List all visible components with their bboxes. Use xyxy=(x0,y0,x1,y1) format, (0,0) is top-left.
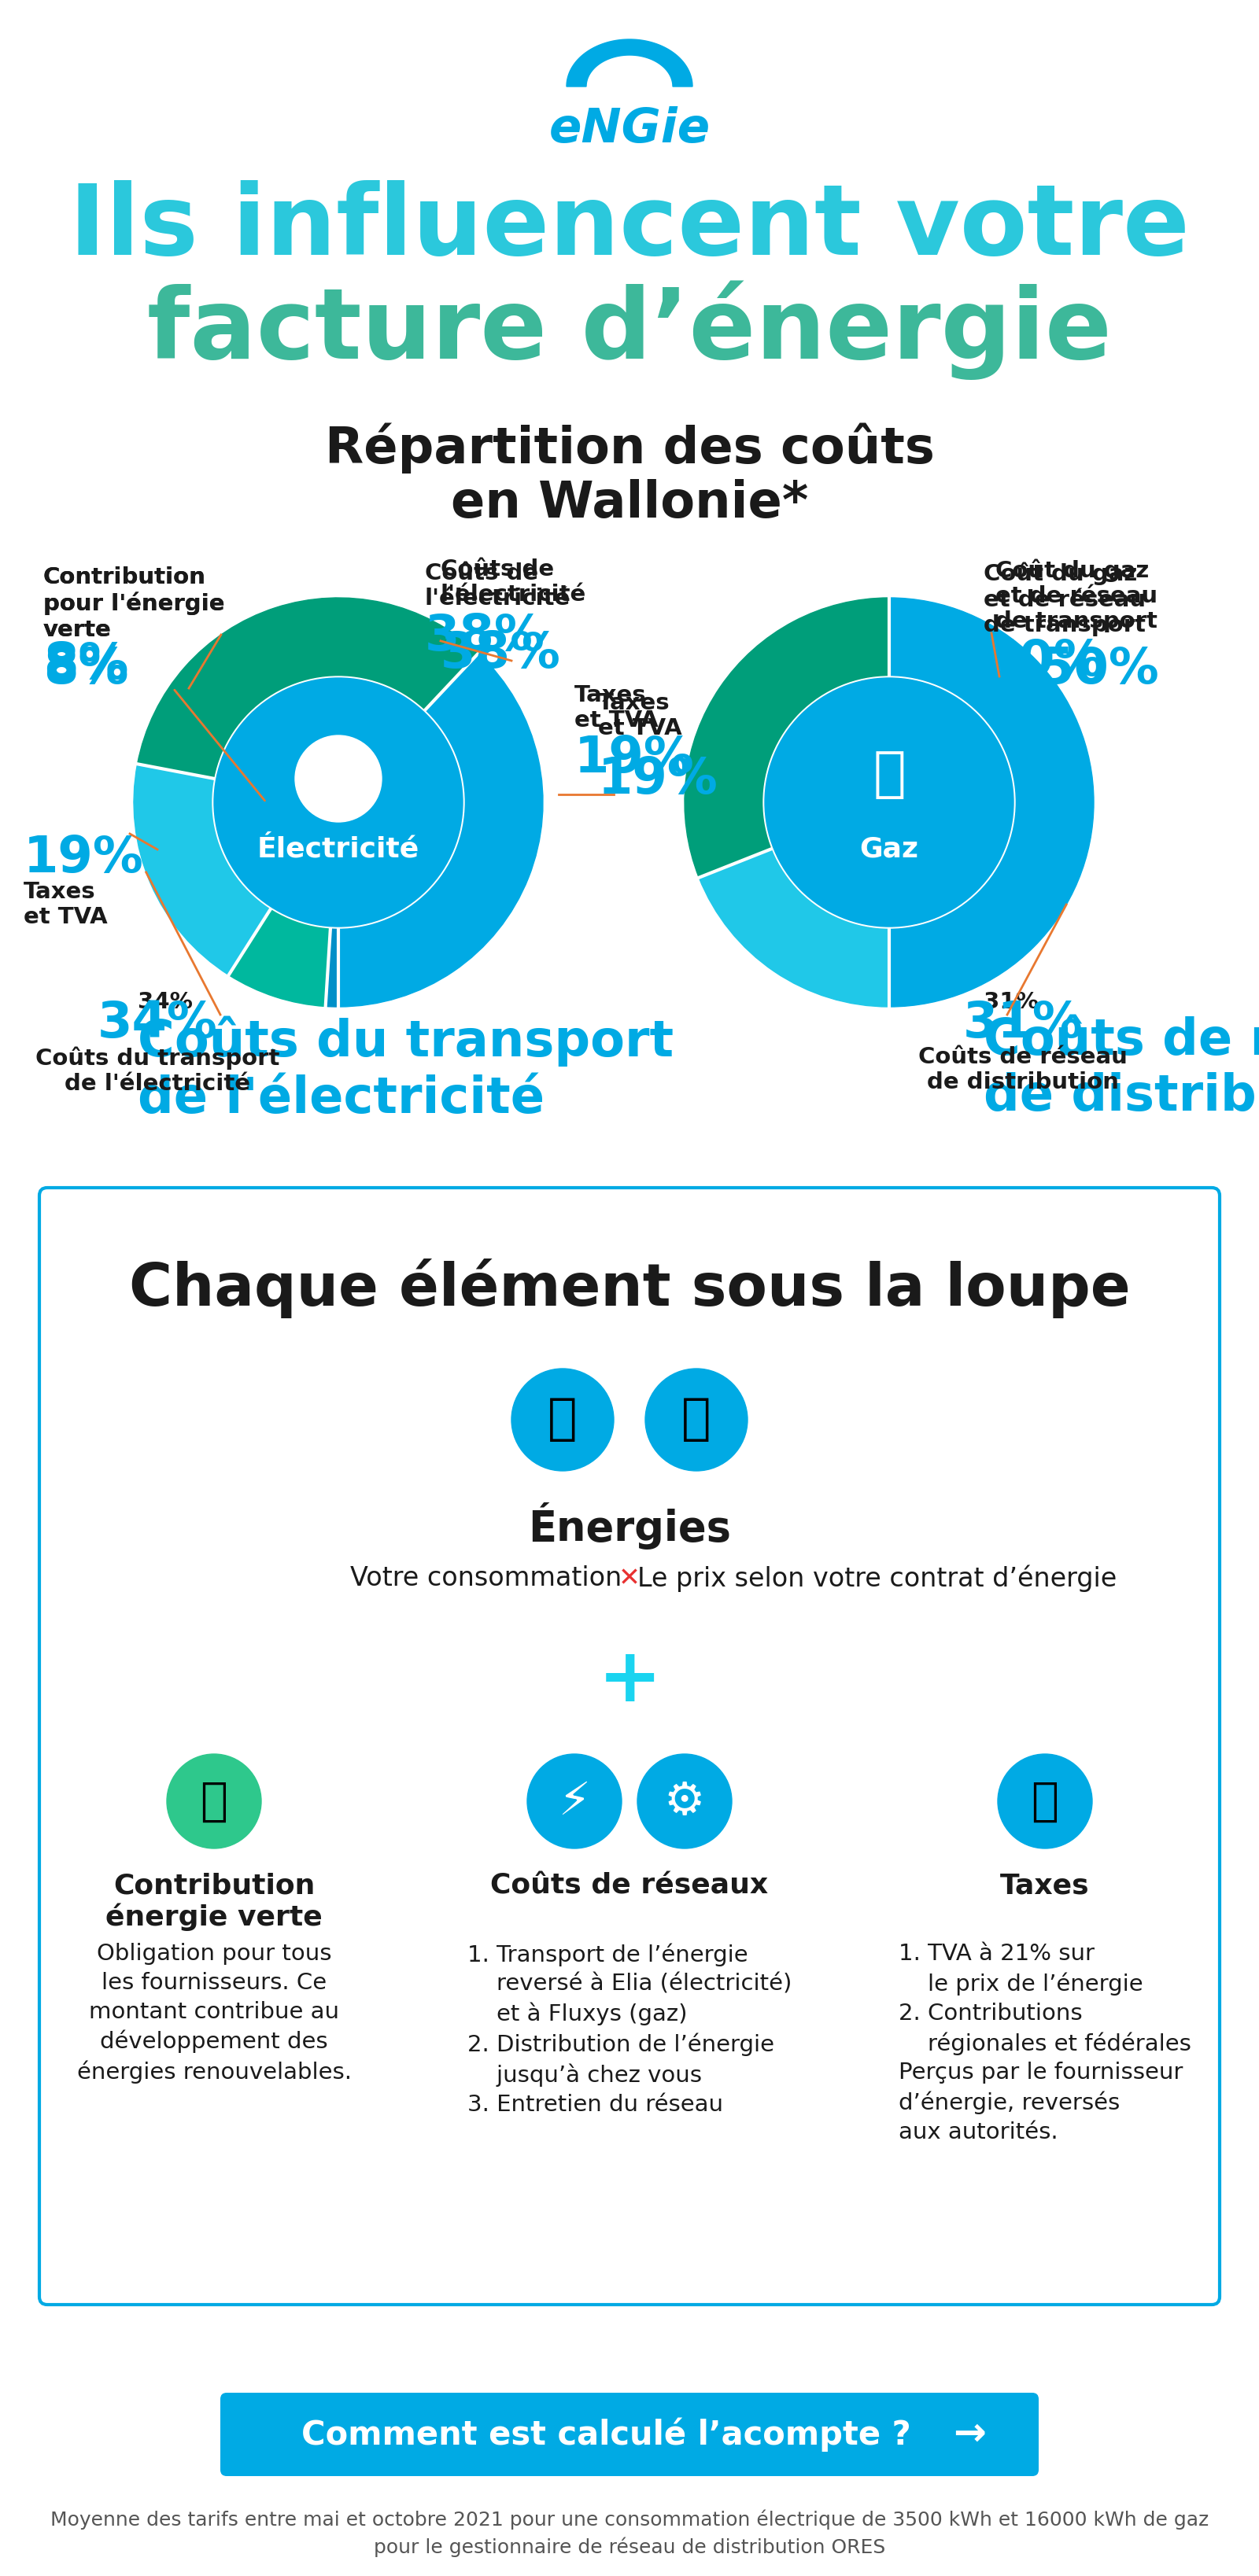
Text: 1. TVA à 21% sur
    le prix de l’énergie
2. Contributions
    régionales et féd: 1. TVA à 21% sur le prix de l’énergie 2.… xyxy=(899,1942,1191,2143)
Text: Coût du gaz
et de réseau
de transport: Coût du gaz et de réseau de transport xyxy=(996,559,1157,634)
Text: 19%: 19% xyxy=(24,835,144,884)
Text: 8%: 8% xyxy=(43,644,128,693)
Text: Électricité: Électricité xyxy=(257,837,419,863)
Text: Coûts de
l'électricité: Coûts de l'électricité xyxy=(441,559,587,605)
Text: 8%: 8% xyxy=(43,641,128,690)
Text: 34%: 34% xyxy=(97,999,218,1048)
Circle shape xyxy=(765,677,1013,927)
Text: 19%: 19% xyxy=(574,734,695,783)
Wedge shape xyxy=(339,654,543,1007)
Text: 31%: 31% xyxy=(983,992,1039,1012)
Text: Coût du gaz
et de réseau
de transport: Coût du gaz et de réseau de transport xyxy=(983,562,1146,636)
Text: Comment est calculé l’acompte ?: Comment est calculé l’acompte ? xyxy=(301,2416,910,2452)
Circle shape xyxy=(214,677,463,927)
Circle shape xyxy=(295,734,381,822)
Text: ✕: ✕ xyxy=(618,1566,641,1592)
Text: ⚡: ⚡ xyxy=(558,1780,590,1824)
Circle shape xyxy=(166,1754,262,1850)
Circle shape xyxy=(997,1754,1093,1850)
Text: 50%: 50% xyxy=(1039,644,1158,693)
Text: Contribution
pour l'énergie
verte: Contribution pour l'énergie verte xyxy=(43,567,224,641)
Text: +: + xyxy=(598,1643,661,1718)
Text: 💡: 💡 xyxy=(322,750,355,801)
Circle shape xyxy=(528,1754,622,1850)
Text: Taxes: Taxes xyxy=(1000,1873,1090,1899)
Text: Taxes
et TVA: Taxes et TVA xyxy=(598,693,682,739)
Wedge shape xyxy=(699,848,889,1007)
Text: Le prix selon votre contrat d’énergie: Le prix selon votre contrat d’énergie xyxy=(637,1566,1117,1592)
Text: Moyenne des tarifs entre mai et octobre 2021 pour une consommation électrique de: Moyenne des tarifs entre mai et octobre … xyxy=(50,2509,1209,2558)
Text: ⚙: ⚙ xyxy=(663,1780,705,1824)
Text: Ils influencent votre: Ils influencent votre xyxy=(69,180,1190,276)
Text: Chaque élément sous la loupe: Chaque élément sous la loupe xyxy=(128,1260,1131,1319)
Text: Contribution
énergie verte: Contribution énergie verte xyxy=(106,1873,322,1932)
Text: Taxes
et TVA: Taxes et TVA xyxy=(574,685,658,732)
Wedge shape xyxy=(229,909,330,1007)
Circle shape xyxy=(637,1754,731,1850)
Wedge shape xyxy=(137,598,478,778)
Text: 1. Transport de l’énergie
    reversé à Elia (électricité)
    et à Fluxys (gaz): 1. Transport de l’énergie reversé à Elia… xyxy=(467,1942,792,2115)
Text: Coûts de
l'électricité: Coûts de l'électricité xyxy=(426,562,570,611)
FancyBboxPatch shape xyxy=(220,2393,1039,2476)
Text: Coûts du transport
de l'électricité: Coûts du transport de l'électricité xyxy=(137,1015,674,1123)
Text: Obligation pour tous
les fournisseurs. Ce
montant contribue au
développement des: Obligation pour tous les fournisseurs. C… xyxy=(77,1942,351,2084)
Text: 19%: 19% xyxy=(598,755,718,804)
Text: 34%: 34% xyxy=(137,992,193,1012)
Text: 31%: 31% xyxy=(963,999,1083,1048)
Text: Coûts de réseau
de distribution: Coûts de réseau de distribution xyxy=(918,1046,1128,1095)
Text: 50%: 50% xyxy=(983,636,1104,685)
Text: Répartition des coûts: Répartition des coûts xyxy=(325,422,934,474)
Text: 💡: 💡 xyxy=(548,1396,578,1443)
Text: Coûts de réseaux: Coûts de réseaux xyxy=(491,1873,768,1899)
Text: Gaz: Gaz xyxy=(860,837,919,863)
Polygon shape xyxy=(567,39,692,88)
Wedge shape xyxy=(889,598,1094,1007)
FancyBboxPatch shape xyxy=(39,1188,1220,2306)
Text: Coûts de réseau
de distribution: Coûts de réseau de distribution xyxy=(983,1015,1259,1121)
Text: Contribution
pour l'énergie
verte: Contribution pour l'énergie verte xyxy=(43,567,224,641)
Text: eNGie: eNGie xyxy=(549,106,710,152)
Text: 🏛: 🏛 xyxy=(1031,1780,1059,1824)
Text: Taxes
et TVA: Taxes et TVA xyxy=(24,881,107,927)
Text: 🔥: 🔥 xyxy=(681,1396,711,1443)
Text: Énergies: Énergies xyxy=(528,1502,731,1551)
Circle shape xyxy=(763,677,1015,927)
Text: 38%: 38% xyxy=(426,613,545,659)
Circle shape xyxy=(213,677,465,927)
Wedge shape xyxy=(133,765,271,974)
Circle shape xyxy=(511,1368,614,1471)
Circle shape xyxy=(645,1368,748,1471)
Text: 🌿: 🌿 xyxy=(200,1780,228,1824)
Text: Coûts du transport
de l'électricité: Coûts du transport de l'électricité xyxy=(35,1046,279,1095)
Text: facture d’énergie: facture d’énergie xyxy=(147,281,1112,381)
Text: →: → xyxy=(953,2416,986,2452)
Text: en Wallonie*: en Wallonie* xyxy=(451,479,808,528)
Wedge shape xyxy=(326,927,339,1007)
Text: 🔥: 🔥 xyxy=(872,750,905,801)
Wedge shape xyxy=(685,598,889,878)
Text: 38%: 38% xyxy=(441,629,562,677)
Text: Votre consommation: Votre consommation xyxy=(350,1566,622,1592)
